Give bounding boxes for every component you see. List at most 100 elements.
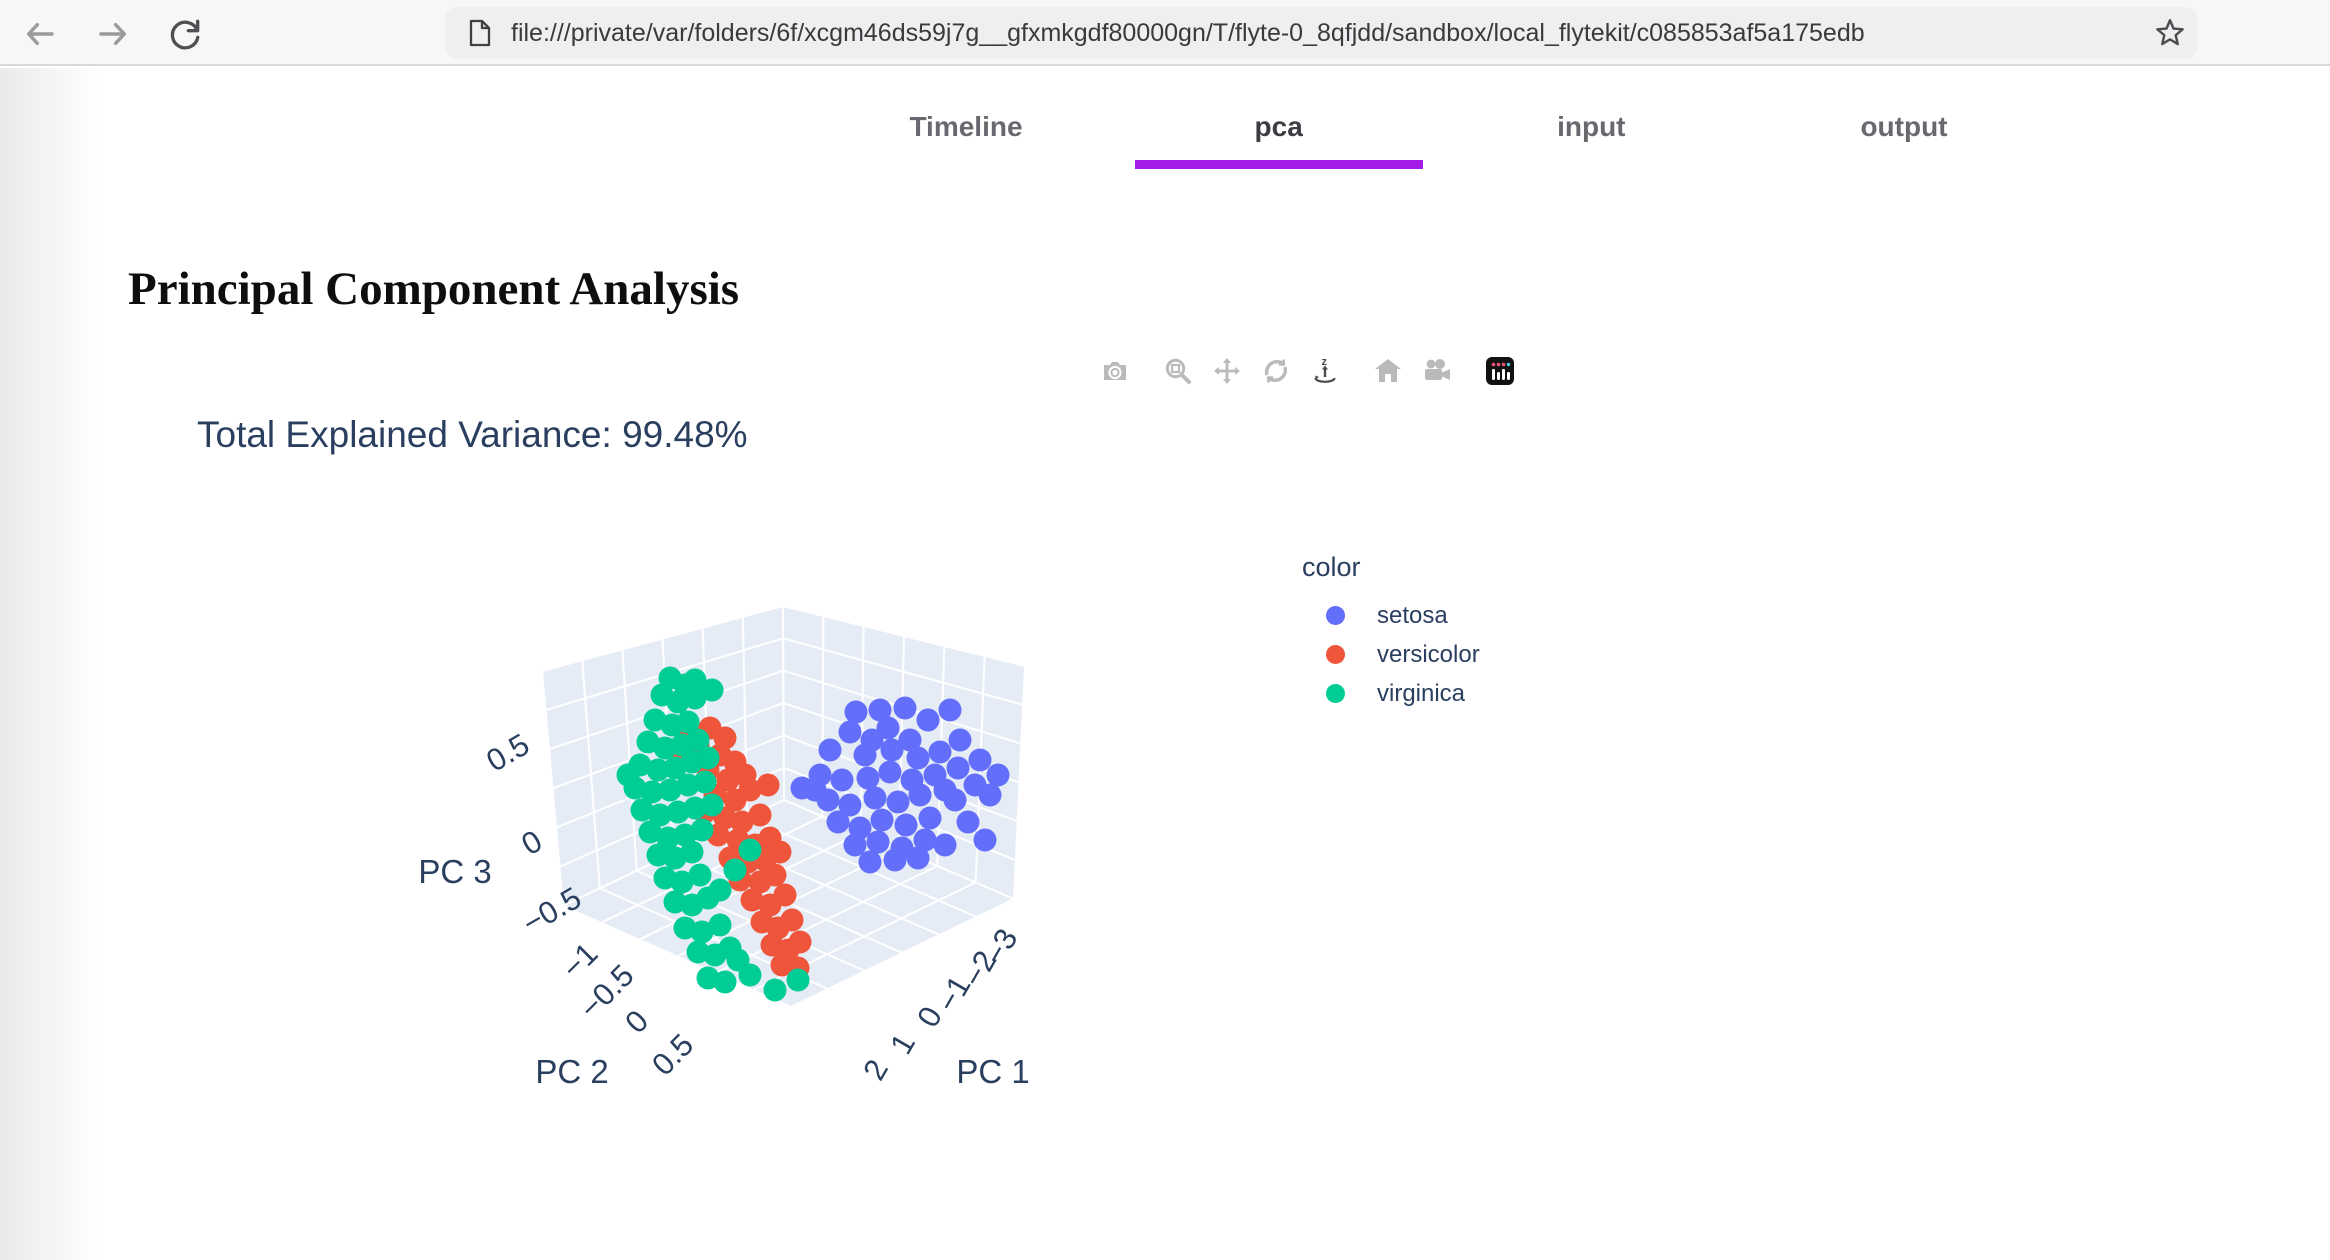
data-point-virginica[interactable]	[686, 940, 710, 964]
data-point-virginica[interactable]	[696, 746, 720, 770]
plotly-logo-icon[interactable]	[1485, 356, 1515, 386]
reload-icon[interactable]	[165, 14, 205, 54]
data-point-virginica[interactable]	[686, 728, 710, 752]
data-point-setosa[interactable]	[844, 700, 868, 724]
data-point-virginica[interactable]	[630, 798, 654, 822]
legend-item-virginica[interactable]: virginica	[1298, 675, 1465, 714]
data-point-setosa[interactable]	[956, 810, 980, 834]
data-point-virginica[interactable]	[670, 870, 694, 894]
data-point-setosa[interactable]	[858, 850, 882, 874]
data-point-versicolor[interactable]	[780, 908, 804, 932]
data-point-setosa[interactable]	[913, 828, 937, 852]
data-point-virginica[interactable]	[700, 793, 724, 817]
data-point-virginica[interactable]	[638, 820, 662, 844]
turntable-rotation-icon[interactable]: z	[1310, 356, 1340, 386]
data-point-versicolor[interactable]	[748, 803, 772, 827]
data-point-setosa[interactable]	[948, 728, 972, 752]
data-point-setosa[interactable]	[876, 716, 900, 740]
data-point-setosa[interactable]	[853, 743, 877, 767]
url-bar[interactable]: file:///private/var/folders/6f/xcgm46ds5…	[445, 7, 2197, 59]
data-point-virginica[interactable]	[646, 758, 670, 782]
data-point-virginica[interactable]	[640, 780, 664, 804]
data-point-setosa[interactable]	[906, 846, 930, 870]
data-point-setosa[interactable]	[943, 788, 967, 812]
orbit-rotation-icon[interactable]	[1261, 356, 1291, 386]
data-point-virginica[interactable]	[648, 803, 672, 827]
data-point-virginica[interactable]	[680, 840, 704, 864]
data-point-setosa[interactable]	[906, 746, 930, 770]
data-point-virginica[interactable]	[690, 818, 714, 842]
data-point-setosa[interactable]	[986, 763, 1010, 787]
scatter3d-plot[interactable]: 2 1 0 −1 −2 −3 −1 −0.5 0 0.5 0.5 0 −0.5 PC 3 PC 2 PC 1	[418, 590, 1060, 1090]
data-point-setosa[interactable]	[918, 806, 942, 830]
data-point-versicolor[interactable]	[756, 773, 780, 797]
data-point-virginica[interactable]	[683, 668, 707, 692]
legend-item-setosa[interactable]: setosa	[1298, 597, 1448, 636]
data-point-virginica[interactable]	[726, 948, 750, 972]
data-point-setosa[interactable]	[933, 833, 957, 857]
data-point-setosa[interactable]	[863, 786, 887, 810]
data-point-virginica[interactable]	[616, 763, 640, 787]
data-point-virginica[interactable]	[646, 843, 670, 867]
data-point-setosa[interactable]	[908, 783, 932, 807]
data-point-virginica[interactable]	[653, 736, 677, 760]
data-point-setosa[interactable]	[866, 830, 890, 854]
data-point-versicolor[interactable]	[773, 883, 797, 907]
data-point-virginica[interactable]	[723, 858, 747, 882]
tab-input[interactable]: input	[1445, 98, 1737, 176]
data-point-setosa[interactable]	[886, 790, 910, 814]
data-point-versicolor[interactable]	[730, 810, 754, 834]
data-point-virginica[interactable]	[708, 878, 732, 902]
data-point-virginica[interactable]	[656, 826, 680, 850]
data-point-virginica[interactable]	[713, 970, 737, 994]
data-point-setosa[interactable]	[868, 698, 892, 722]
data-point-virginica[interactable]	[663, 890, 687, 914]
data-point-setosa[interactable]	[893, 696, 917, 720]
tab-timeline[interactable]: Timeline	[820, 98, 1112, 176]
data-point-virginica[interactable]	[676, 773, 700, 797]
data-point-setosa[interactable]	[916, 708, 940, 732]
data-point-setosa[interactable]	[946, 756, 970, 780]
tab-output[interactable]: output	[1758, 98, 2050, 176]
data-point-setosa[interactable]	[818, 738, 842, 762]
url-text[interactable]: file:///private/var/folders/6f/xcgm46ds5…	[511, 19, 1865, 47]
data-point-setosa[interactable]	[870, 808, 894, 832]
zoom-box-icon[interactable]	[1163, 356, 1193, 386]
data-point-setosa[interactable]	[843, 833, 867, 857]
tab-pca[interactable]: pca	[1133, 98, 1425, 176]
data-point-versicolor[interactable]	[740, 888, 764, 912]
data-point-setosa[interactable]	[830, 768, 854, 792]
data-point-setosa[interactable]	[928, 740, 952, 764]
data-point-setosa[interactable]	[878, 760, 902, 784]
data-point-virginica[interactable]	[688, 863, 712, 887]
data-point-virginica[interactable]	[708, 913, 732, 937]
camera-snapshot-icon[interactable]	[1100, 356, 1130, 386]
forward-arrow-icon[interactable]	[93, 14, 133, 54]
data-point-versicolor[interactable]	[768, 840, 792, 864]
data-point-virginica[interactable]	[700, 678, 724, 702]
data-point-setosa[interactable]	[883, 848, 907, 872]
data-point-setosa[interactable]	[826, 810, 850, 834]
data-point-setosa[interactable]	[838, 793, 862, 817]
data-point-setosa[interactable]	[838, 720, 862, 744]
data-point-virginica[interactable]	[658, 778, 682, 802]
data-point-virginica[interactable]	[786, 968, 810, 992]
data-point-versicolor[interactable]	[788, 930, 812, 954]
data-point-setosa[interactable]	[968, 748, 992, 772]
data-point-setosa[interactable]	[898, 728, 922, 752]
back-arrow-icon[interactable]	[20, 14, 60, 54]
bookmark-star-icon[interactable]	[2153, 16, 2187, 55]
data-point-virginica[interactable]	[738, 838, 762, 862]
data-point-versicolor[interactable]	[738, 778, 762, 802]
data-point-virginica[interactable]	[693, 770, 717, 794]
data-point-setosa[interactable]	[894, 813, 918, 837]
data-point-setosa[interactable]	[856, 766, 880, 790]
reset-camera-last-save-icon[interactable]	[1422, 356, 1452, 386]
data-point-virginica[interactable]	[690, 920, 714, 944]
data-point-setosa[interactable]	[973, 828, 997, 852]
data-point-versicolor[interactable]	[763, 863, 787, 887]
data-point-setosa[interactable]	[978, 783, 1002, 807]
data-point-setosa[interactable]	[938, 698, 962, 722]
data-point-virginica[interactable]	[676, 710, 700, 734]
data-point-virginica[interactable]	[763, 978, 787, 1002]
